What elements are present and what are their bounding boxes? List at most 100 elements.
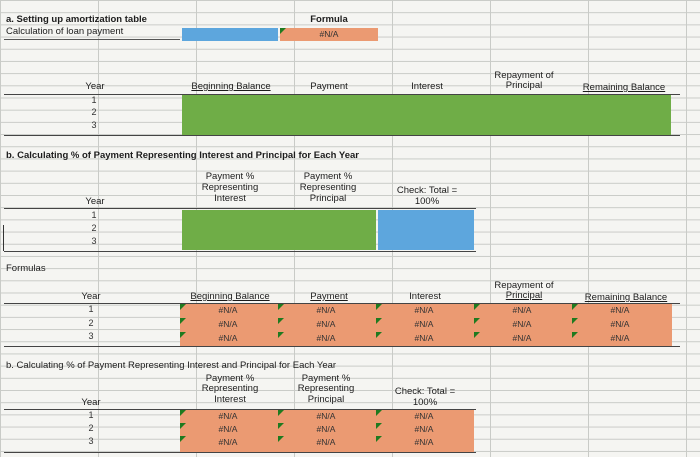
year-cell[interactable]: 1 (91, 95, 97, 105)
formula-result-cell[interactable]: #N/A (610, 319, 630, 329)
pct-interest-header-line1: Payment % (205, 171, 255, 182)
year-cell[interactable]: 3 (88, 436, 94, 446)
error-indicator-icon (280, 28, 286, 34)
pct-interest-header-line2: Representing (201, 383, 259, 394)
error-indicator-icon (180, 318, 186, 324)
error-indicator-icon (278, 423, 284, 429)
payment-header: Payment (310, 81, 348, 92)
error-indicator-icon (376, 332, 382, 338)
formula-result-cell[interactable]: #N/A (316, 411, 336, 421)
error-indicator-icon (180, 304, 186, 310)
year-cell[interactable]: 3 (91, 120, 97, 130)
year-cell[interactable]: 3 (88, 331, 94, 341)
formula-result-cell[interactable]: #N/A (512, 305, 532, 315)
formula-result-cell[interactable]: #N/A (218, 319, 238, 329)
formula-cell[interactable]: #N/A (280, 28, 378, 41)
formula-result-cell[interactable]: #N/A (316, 437, 336, 447)
section-b-title: b. Calculating % of Payment Representing… (6, 150, 360, 161)
year-cell[interactable]: 2 (88, 423, 94, 433)
formula-result-cell[interactable]: #N/A (414, 424, 434, 434)
formula-result-cell[interactable]: #N/A (512, 333, 532, 343)
error-indicator-icon (278, 332, 284, 338)
formula-result-cell[interactable]: #N/A (414, 411, 434, 421)
error-indicator-icon (278, 318, 284, 324)
year-cell[interactable]: 1 (91, 210, 97, 220)
formula-result-cell[interactable]: #N/A (218, 333, 238, 343)
error-indicator-icon (376, 436, 382, 442)
pct-interest-header-line1: Payment % (205, 373, 255, 384)
formulas-b-title: b. Calculating % of Payment Representing… (6, 360, 337, 371)
formula-header: Formula (310, 14, 348, 25)
pct-principal-header-line1: Payment % (301, 373, 351, 384)
error-indicator-icon (376, 423, 382, 429)
pct-interest-header-line2: Representing (201, 182, 259, 193)
check-header-line1: Check: Total = (396, 185, 458, 196)
year-cell[interactable]: 1 (88, 410, 94, 420)
header-rule (4, 409, 476, 410)
table-bottom-rule (4, 135, 680, 136)
loan-payment-label: Calculation of loan payment (6, 26, 124, 37)
formula-result-cell[interactable]: #N/A (316, 424, 336, 434)
error-indicator-icon (474, 304, 480, 310)
formula-result-cell[interactable]: #N/A (218, 437, 238, 447)
year-cell[interactable]: 2 (88, 318, 94, 328)
formula-result-cell[interactable]: #N/A (610, 333, 630, 343)
formula-result-cell[interactable]: #N/A (218, 305, 238, 315)
year-cell[interactable]: 3 (91, 236, 97, 246)
formula-result-cell[interactable]: #N/A (316, 305, 336, 315)
error-indicator-icon (180, 436, 186, 442)
error-indicator-icon (180, 423, 186, 429)
interest-header: Interest (409, 291, 441, 302)
table-bottom-rule (4, 346, 680, 347)
amortization-input-range[interactable] (182, 95, 671, 135)
formula-result-cell[interactable]: #N/A (414, 333, 434, 343)
year-header: Year (85, 81, 105, 92)
beginning-balance-header: Beginning Balance (191, 81, 271, 92)
formula-result-cell[interactable]: #N/A (316, 333, 336, 343)
header-rule (4, 208, 476, 209)
formula-result-cell[interactable]: #N/A (414, 437, 434, 447)
error-indicator-icon (376, 318, 382, 324)
year-cell[interactable]: 2 (91, 223, 97, 233)
year-cell[interactable]: 2 (91, 107, 97, 117)
pct-interest-header-line3: Interest (214, 193, 246, 204)
formula-value: #N/A (319, 29, 339, 39)
payment-header: Payment (310, 291, 348, 302)
repayment-header-line1: Repayment of (494, 70, 554, 81)
divider (4, 39, 180, 40)
error-indicator-icon (180, 410, 186, 416)
formula-result-cell[interactable]: #N/A (610, 305, 630, 315)
formula-result-cell[interactable]: #N/A (414, 305, 434, 315)
error-indicator-icon (572, 304, 578, 310)
border-mark (3, 225, 4, 251)
repayment-header-line2: Principal (505, 80, 543, 91)
check-total-range[interactable] (378, 210, 474, 250)
section-a-title: a. Setting up amortization table (6, 14, 147, 25)
error-indicator-icon (278, 410, 284, 416)
repayment-header-line2: Principal (505, 290, 543, 301)
check-header-line1: Check: Total = (394, 386, 456, 397)
year-header: Year (81, 397, 101, 408)
check-header-line2: 100% (414, 196, 440, 207)
pct-principal-header-line2: Representing (297, 383, 355, 394)
formula-result-cell[interactable]: #N/A (218, 411, 238, 421)
loan-payment-input-cell[interactable] (182, 28, 278, 41)
error-indicator-icon (572, 318, 578, 324)
error-indicator-icon (376, 410, 382, 416)
formula-result-cell[interactable]: #N/A (414, 319, 434, 329)
pct-principal-header-line3: Principal (307, 394, 345, 405)
check-header-line2: 100% (412, 397, 438, 408)
formula-result-range[interactable] (180, 304, 672, 346)
error-indicator-icon (180, 332, 186, 338)
formula-result-cell[interactable]: #N/A (512, 319, 532, 329)
pct-interest-header-line3: Interest (214, 394, 246, 405)
formula-result-cell[interactable]: #N/A (316, 319, 336, 329)
error-indicator-icon (278, 436, 284, 442)
percentage-input-range[interactable] (182, 210, 376, 250)
year-cell[interactable]: 1 (88, 304, 94, 314)
formulas-label: Formulas (6, 263, 46, 274)
formula-result-cell[interactable]: #N/A (218, 424, 238, 434)
formula-b-result-range[interactable] (180, 410, 474, 452)
table-bottom-rule (4, 251, 476, 252)
